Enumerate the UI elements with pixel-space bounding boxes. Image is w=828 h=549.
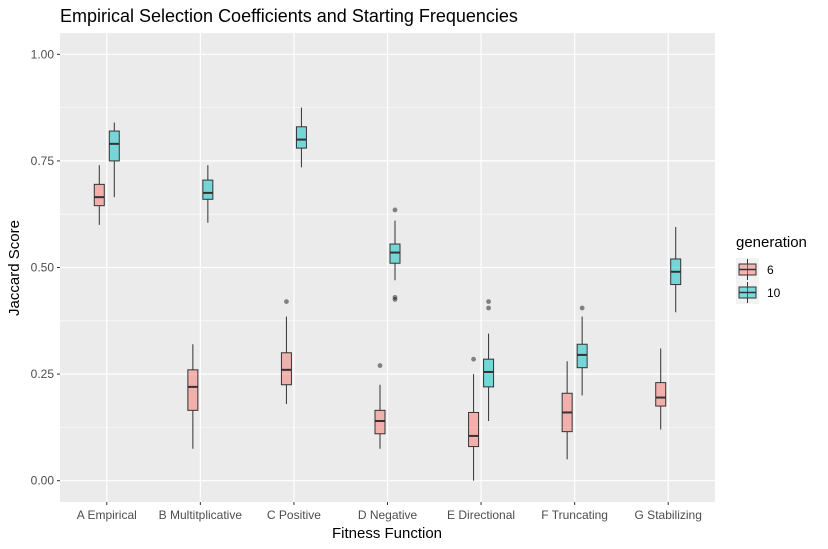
outlier-point — [392, 207, 398, 213]
box-group — [389, 207, 401, 302]
box-group — [108, 122, 120, 198]
box-group — [374, 363, 386, 449]
box-group — [561, 361, 573, 460]
box-iqr — [655, 382, 667, 407]
box-iqr — [483, 358, 495, 388]
box-iqr — [202, 179, 214, 200]
box-group — [576, 305, 588, 396]
y-tick-label: 0.00 — [31, 474, 55, 488]
grid-major — [60, 33, 715, 502]
x-tick-label: C Positive — [267, 508, 321, 522]
x-axis-ticks: A Empirical B Multitplicative C Positive D … — [77, 502, 702, 522]
outlier-point — [579, 305, 585, 311]
box-group — [93, 165, 105, 225]
box-iqr — [280, 352, 292, 386]
y-tick-label: 1.00 — [31, 47, 55, 61]
box-group — [483, 299, 495, 421]
box-group — [280, 299, 292, 404]
outlier-point — [486, 299, 491, 305]
y-tick-label: 0.25 — [31, 367, 55, 381]
outlier-point — [392, 294, 398, 300]
outlier-point — [471, 356, 476, 362]
box-iqr — [187, 369, 199, 411]
chart-title: Empirical Selection Coefficients and Sta… — [60, 6, 518, 26]
legend-title: generation — [736, 234, 807, 251]
legend-label: 10 — [767, 286, 781, 300]
x-tick-label: G Stabilizing — [635, 508, 702, 522]
box-iqr — [389, 243, 401, 264]
box-iqr — [374, 409, 386, 435]
x-tick-label: D Negative — [358, 508, 418, 522]
box-iqr — [108, 130, 120, 162]
box-iqr — [468, 411, 480, 448]
box-group — [468, 356, 480, 481]
outlier-point — [377, 363, 383, 368]
legend-label: 6 — [767, 263, 774, 277]
y-tick-label: 0.50 — [31, 261, 55, 275]
box-group — [187, 344, 199, 449]
box-group — [202, 165, 214, 223]
x-tick-label: F Truncating — [541, 508, 608, 522]
y-tick-label: 0.75 — [31, 154, 55, 168]
x-tick-label: A Empirical — [77, 508, 137, 522]
x-tick-label: E Directional — [447, 508, 515, 522]
x-axis-title: Fitness Function — [332, 525, 442, 542]
y-axis-ticks: 0.00 0.25 0.50 0.75 1.00 — [31, 47, 60, 488]
box-iqr — [93, 183, 105, 207]
box-iqr — [576, 343, 588, 369]
box-group — [670, 226, 682, 313]
outlier-point — [486, 305, 491, 311]
box-layer — [93, 107, 682, 481]
outlier-point — [392, 297, 398, 302]
x-tick-label: B Multitplicative — [159, 508, 243, 522]
box-group — [295, 107, 307, 168]
outlier-point — [284, 299, 289, 305]
y-axis-title: Jaccard Score — [6, 220, 23, 316]
box-group — [655, 348, 667, 430]
box-iqr — [295, 126, 307, 149]
legend: generation 6 10 — [736, 234, 807, 304]
